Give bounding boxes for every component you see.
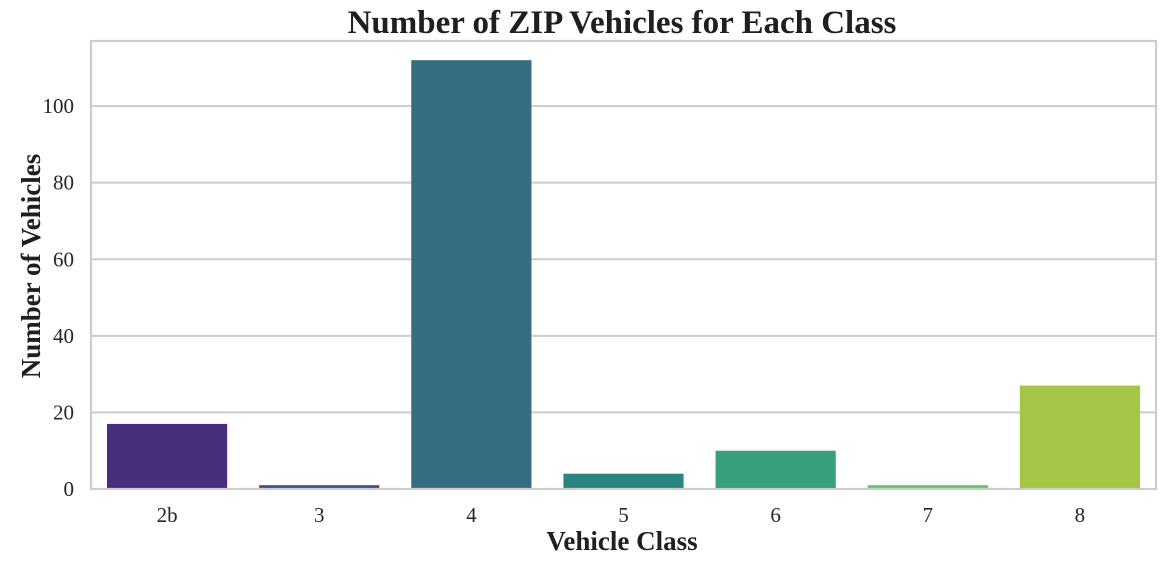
x-axis-tick-labels: 2b 3 4 5 6 7 8	[157, 503, 1086, 527]
x-tick-label: 8	[1075, 503, 1086, 527]
bar-3	[259, 485, 380, 489]
x-tick-label: 6	[770, 503, 781, 527]
x-tick-label: 5	[618, 503, 629, 527]
y-tick-label: 60	[53, 247, 74, 271]
x-axis-label: Vehicle Class	[546, 526, 697, 556]
y-tick-label: 100	[43, 94, 75, 118]
bar-8	[1019, 385, 1141, 489]
bars	[106, 60, 1141, 490]
bar-4	[411, 60, 532, 490]
bar-7	[867, 485, 988, 489]
bar-6	[715, 450, 836, 489]
y-tick-label: 0	[64, 477, 75, 501]
y-tick-label: 20	[53, 400, 74, 424]
x-tick-label: 3	[314, 503, 325, 527]
y-axis-tick-labels: 0 20 40 60 80 100	[43, 94, 75, 501]
y-axis-label: Number of Vehicles	[16, 154, 46, 379]
y-tick-label: 40	[53, 324, 74, 348]
gridlines	[91, 105, 1156, 490]
plot-area-frame	[89, 39, 1158, 491]
chart-title: Number of ZIP Vehicles for Each Class	[348, 5, 897, 41]
bar-5	[563, 473, 684, 489]
x-tick-label: 4	[466, 503, 477, 527]
x-tick-label: 2b	[157, 503, 178, 527]
x-tick-label: 7	[923, 503, 934, 527]
bar-2b	[106, 423, 228, 489]
y-tick-label: 80	[53, 171, 74, 195]
